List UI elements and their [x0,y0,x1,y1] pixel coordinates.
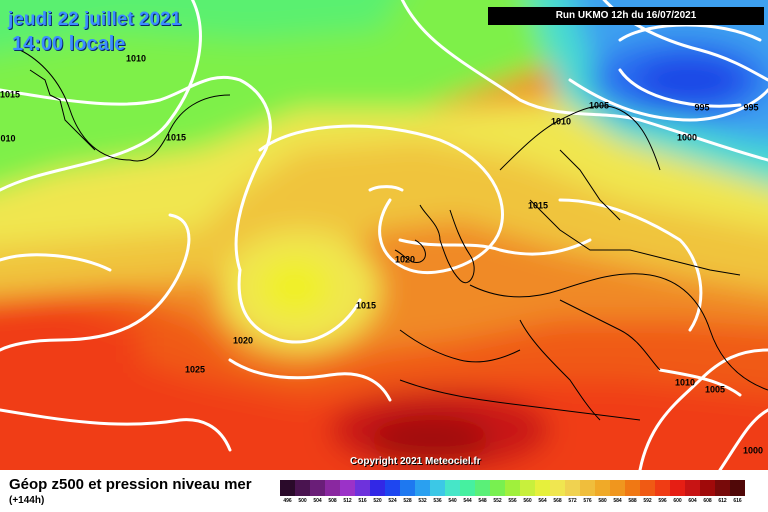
copyright: Copyright 2021 Meteociel.fr [350,456,481,467]
color-swatch [655,480,670,496]
map-title: Géop z500 et pression niveau mer [9,476,252,493]
forecast-date: jeudi 22 juillet 2021 [8,9,182,30]
scale-tick-label: 584 [613,498,622,504]
color-swatch [280,480,295,496]
scale-tick-label: 508 [328,498,337,504]
scale-tick-label: 524 [388,498,397,504]
scale-tick-label: 520 [373,498,382,504]
forecast-time: 14:00 locale [12,33,126,55]
color-swatch [520,480,535,496]
color-swatch [355,480,370,496]
forecast-range: (+144h) [9,495,45,506]
color-swatch [385,480,400,496]
color-swatch [295,480,310,496]
scale-tick-label: 544 [463,498,472,504]
scale-tick-label: 616 [733,498,742,504]
color-swatch [430,480,445,496]
scale-tick-label: 504 [313,498,322,504]
scale-tick-label: 532 [418,498,427,504]
isobar-label: 1020 [394,254,416,265]
color-swatch [475,480,490,496]
weather-map: jeudi 22 juillet 2021 14:00 locale Run U… [0,0,768,470]
color-swatch [565,480,580,496]
color-swatch [445,480,460,496]
scale-tick-label: 552 [493,498,502,504]
scale-tick-label: 496 [283,498,292,504]
scale-tick-label: 500 [298,498,307,504]
scale-tick-label: 568 [553,498,562,504]
color-swatch [340,480,355,496]
scale-tick-label: 576 [583,498,592,504]
isobar-label: 1000 [676,132,698,143]
scale-tick-label: 536 [433,498,442,504]
scale-tick-label: 612 [718,498,727,504]
color-swatch [685,480,700,496]
scale-tick-label: 588 [628,498,637,504]
scale-tick-label: 596 [658,498,667,504]
isobar-label: 1010 [550,116,572,127]
scale-tick-label: 540 [448,498,457,504]
color-swatch [670,480,685,496]
color-swatch [700,480,715,496]
isobar-label: 1015 [165,132,187,143]
scale-tick-label: 560 [523,498,532,504]
color-swatch [640,480,655,496]
color-swatch [400,480,415,496]
isobar-label: 010 [0,133,16,144]
isobar-label: 1020 [232,335,254,346]
scale-tick-label: 564 [538,498,547,504]
scale-tick-label: 608 [703,498,712,504]
isobar-label: 1005 [704,384,726,395]
color-swatch [310,480,325,496]
isobar-label: 1015 [0,89,21,100]
scale-tick-label: 600 [673,498,682,504]
scale-tick-label: 556 [508,498,517,504]
isobar-label: 1015 [355,300,377,311]
isobar-label: 1010 [125,53,147,64]
color-scale-ticks: 496 500 504 508 512 516 520 524 528 532 536 540 544 5… [280,498,745,504]
scale-tick-label: 516 [358,498,367,504]
isobar-label: 1005 [588,100,610,111]
run-info: Run UKMO 12h du 16/07/2021 [488,7,764,25]
color-swatch [730,480,745,496]
color-swatch [715,480,730,496]
color-scale [280,480,745,496]
map-canvas [0,0,768,470]
scale-tick-label: 580 [598,498,607,504]
scale-tick-label: 548 [478,498,487,504]
scale-tick-label: 604 [688,498,697,504]
scale-tick-label: 592 [643,498,652,504]
color-swatch [610,480,625,496]
scale-tick-label: 528 [403,498,412,504]
isobar-label: 1010 [674,377,696,388]
color-swatch [460,480,475,496]
footer: Géop z500 et pression niveau mer (+144h)… [0,470,768,512]
color-swatch [580,480,595,496]
isobar-label: 1015 [527,200,549,211]
isobar-label: 995 [694,102,710,113]
isobar-label: 995 [743,102,759,113]
scale-tick-label: 572 [568,498,577,504]
scale-tick-label: 512 [343,498,352,504]
color-swatch [550,480,565,496]
color-swatch [625,480,640,496]
color-swatch [325,480,340,496]
color-swatch [370,480,385,496]
color-swatch [595,480,610,496]
color-swatch [415,480,430,496]
color-swatch [490,480,505,496]
isobar-label: 1000 [742,445,764,456]
isobar-label: 1025 [184,364,206,375]
color-swatch [535,480,550,496]
color-swatch [505,480,520,496]
